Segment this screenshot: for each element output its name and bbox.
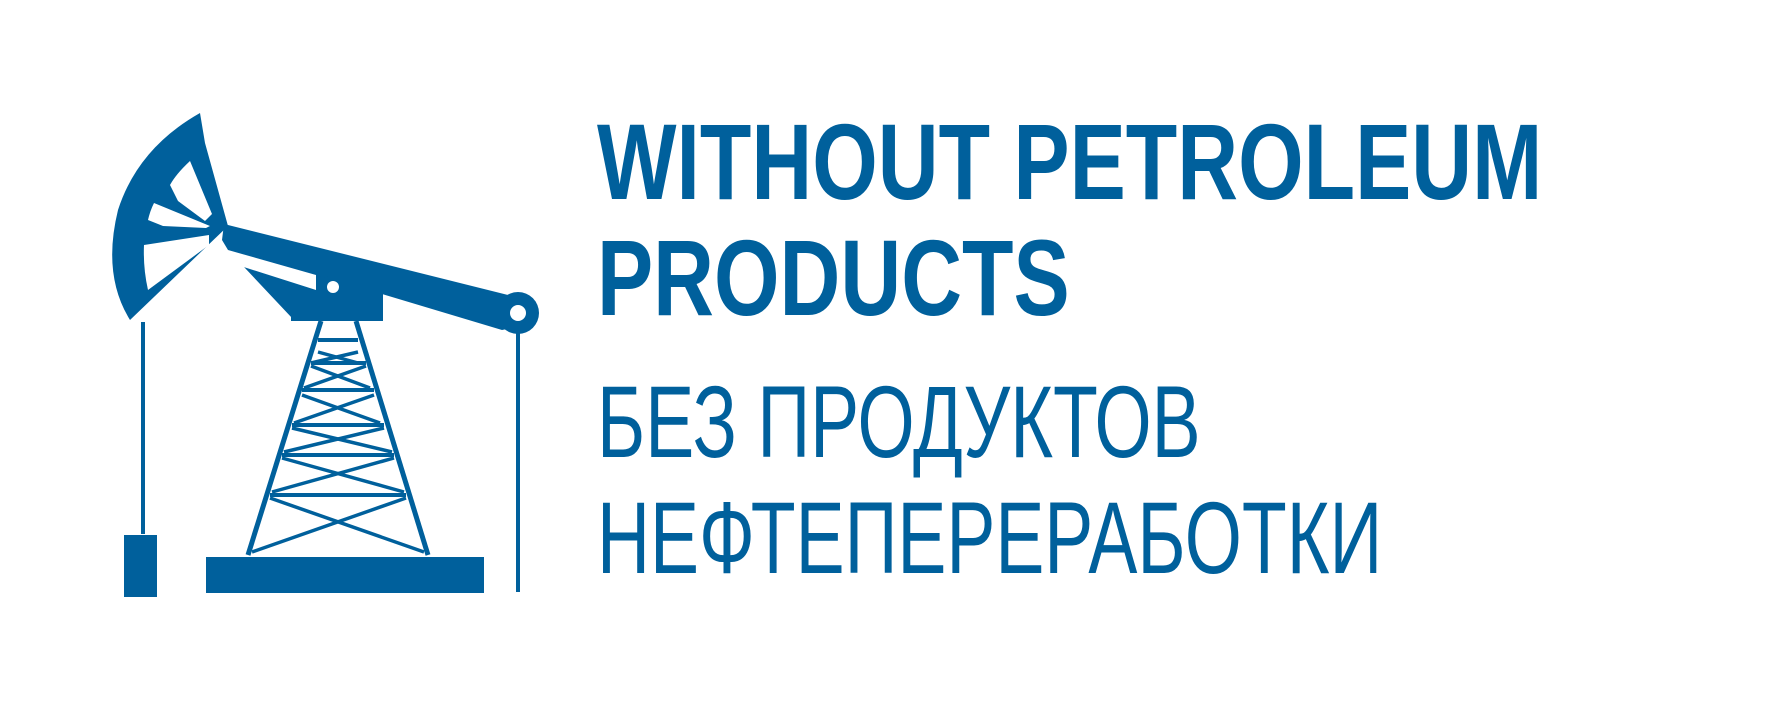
title-en-line-1: WITHOUT PETROLEUM [597, 101, 1543, 222]
title-en: WITHOUT PETROLEUM PRODUCTS [597, 104, 1737, 336]
oil-pump-jack-icon [112, 113, 539, 597]
title-ru-line-2: НЕФТЕПЕРЕРАБОТКИ [597, 481, 1383, 595]
title-ru: БЕЗ ПРОДУКТОВ НЕФТЕПЕРЕРАБОТКИ [597, 364, 1737, 596]
logo-text: WITHOUT PETROLEUM PRODUCTS БЕЗ ПРОДУКТОВ… [597, 104, 1737, 596]
title-ru-line-1: БЕЗ ПРОДУКТОВ [597, 365, 1201, 479]
title-en-line-2: PRODUCTS [597, 217, 1070, 338]
